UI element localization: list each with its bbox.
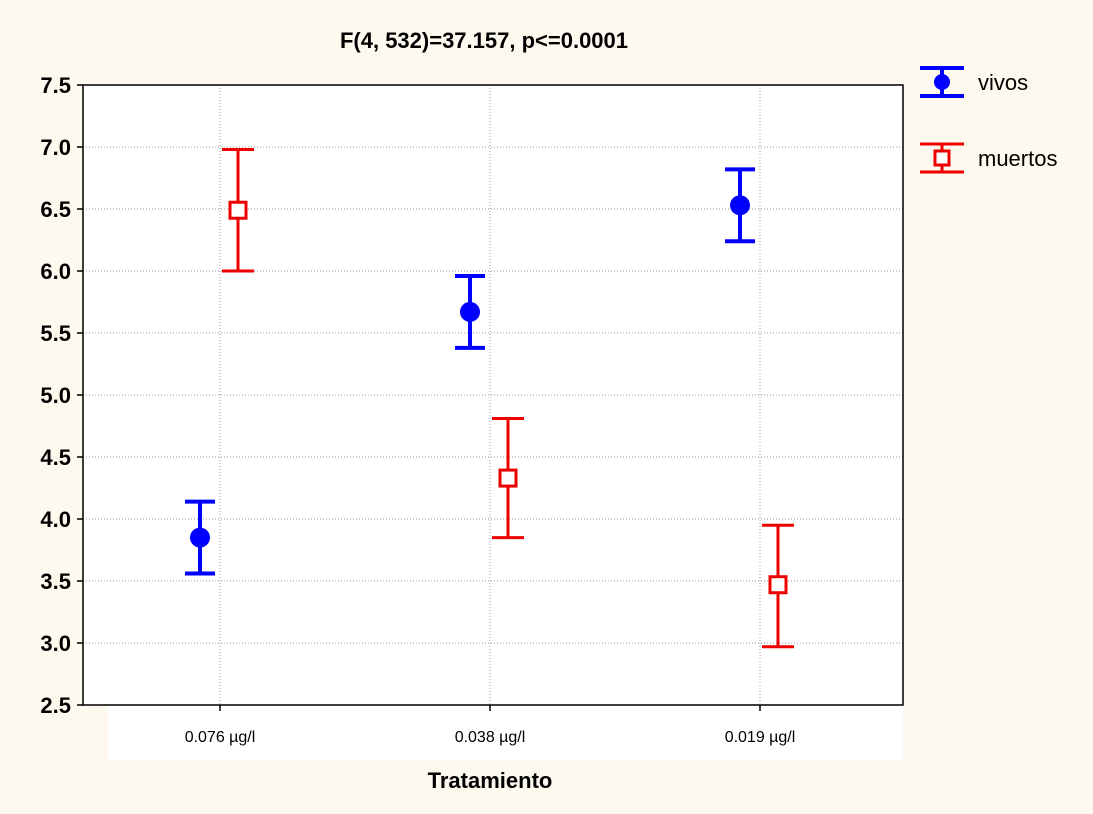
legend-item-vivos: vivos (920, 66, 1028, 98)
x-axis-label-band (108, 705, 903, 760)
data-point-marker (933, 149, 951, 167)
y-tick-label: 3.0 (40, 631, 71, 656)
y-tick-label: 7.5 (40, 73, 71, 98)
x-tick-label: 0.019 µg/l (725, 729, 796, 746)
x-axis-title: Tratamiento (428, 768, 553, 793)
data-point-marker (228, 200, 248, 220)
y-tick-label: 5.0 (40, 383, 71, 408)
y-tick-label: 5.5 (40, 321, 71, 346)
y-tick-label: 4.5 (40, 445, 71, 470)
y-tick-label: 6.5 (40, 197, 71, 222)
grid-lines (83, 85, 903, 705)
legend-label: vivos (978, 70, 1028, 95)
data-point-marker (730, 195, 750, 216)
data-point-marker (190, 527, 210, 548)
y-tick-label: 3.5 (40, 569, 71, 594)
data-point-marker (498, 468, 518, 488)
y-tick-label: 2.5 (40, 693, 71, 718)
error-bar-point (725, 167, 755, 244)
error-bar-point (762, 523, 794, 649)
series-layer (185, 147, 794, 649)
error-bar-point (455, 273, 485, 350)
data-point-marker (768, 575, 788, 595)
x-tick-label: 0.038 µg/l (455, 729, 526, 746)
series-vivos (185, 167, 755, 576)
data-point-marker (934, 74, 950, 90)
y-axis: 2.5 3.0 3.5 4.0 4.5 5.0 5.5 6.0 6.5 7.0 7.5 (40, 73, 83, 718)
legend: vivos muertos (920, 66, 1057, 174)
y-tick-label: 6.0 (40, 259, 71, 284)
legend-item-muertos: muertos (920, 142, 1057, 174)
data-point-marker (460, 301, 480, 322)
y-tick-label: 7.0 (40, 135, 71, 160)
chart-title: F(4, 532)=37.157, p<=0.0001 (340, 28, 628, 53)
legend-label: muertos (978, 146, 1057, 171)
error-bar-point (492, 417, 524, 540)
series-muertos (222, 147, 794, 649)
y-tick-label: 4.0 (40, 507, 71, 532)
x-tick-label: 0.076 µg/l (185, 729, 256, 746)
error-bar-point (222, 147, 254, 273)
error-bar-point (185, 499, 215, 576)
x-axis: 0.076 µg/l 0.038 µg/l 0.019 µg/l (185, 705, 796, 746)
